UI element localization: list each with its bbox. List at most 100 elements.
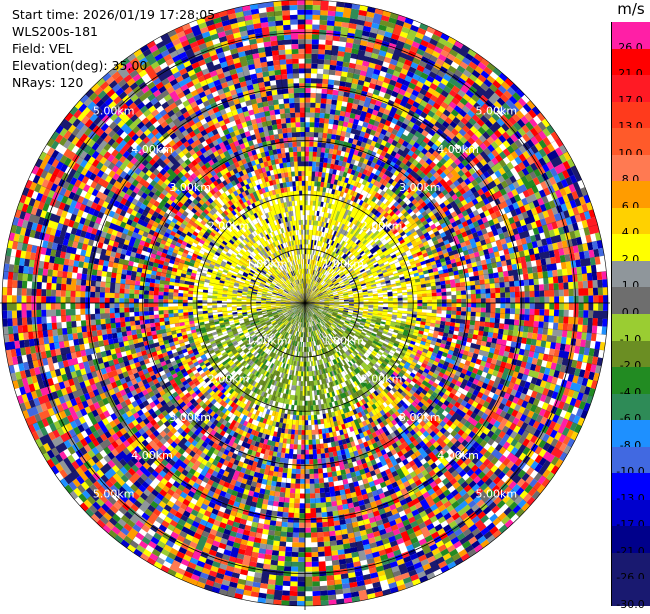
colorbar-cell — [611, 340, 650, 368]
ray-line — [304, 302, 576, 441]
ray-line — [257, 3, 306, 304]
ray-line — [304, 6, 369, 304]
ray-line — [153, 302, 306, 566]
ray-line — [304, 77, 508, 304]
ray-line — [304, 302, 560, 469]
colorbar-cell — [611, 48, 650, 76]
ray-line — [50, 302, 306, 469]
ray-line — [304, 302, 594, 397]
ray-line — [34, 165, 306, 304]
colorbar-cell — [611, 287, 650, 315]
ray-line — [304, 239, 602, 304]
range-ring-label: 4.00km — [437, 143, 479, 156]
ray-line — [304, 302, 384, 596]
ray-line — [304, 302, 414, 586]
ray-line — [69, 112, 306, 304]
ray-line — [3, 271, 306, 304]
ray-line — [114, 302, 306, 539]
ray-line — [211, 14, 306, 304]
range-ring-label: 2.00km — [208, 373, 250, 386]
colorbar-cell — [611, 499, 650, 527]
ray-line — [241, 6, 306, 304]
ray-line — [304, 179, 582, 304]
ray-line — [42, 302, 306, 455]
ray-line — [304, 88, 520, 304]
ray-line — [304, 302, 484, 549]
ray-line — [288, 302, 306, 606]
ray-line — [304, 26, 429, 304]
ray-line — [12, 302, 306, 382]
ray-line — [153, 40, 306, 304]
ray-line — [304, 302, 399, 592]
ray-line — [139, 302, 306, 558]
velocity-ppi-svg: 1.00km 1.00km 1.00km 1.00km 2.00km 2.00km 2.00… — [0, 0, 610, 610]
colorbar-cell — [611, 181, 650, 209]
colorbar-cell — [611, 420, 650, 448]
ray-line — [304, 302, 598, 382]
start-time-text: Start time: 2026/01/19 17:28:05 — [12, 7, 216, 22]
range-ring — [196, 194, 414, 412]
range-rings — [1, 0, 609, 607]
ray-line — [304, 302, 337, 605]
colorbar-cell — [611, 101, 650, 129]
ray-line — [304, 302, 607, 335]
ray-line — [304, 302, 531, 506]
colorbar-cell — [611, 128, 650, 156]
field-text: Field: VEL — [12, 41, 73, 56]
ray-line — [3, 302, 306, 335]
ray-line — [304, 302, 508, 529]
ray-line — [2, 302, 306, 320]
elevation-text: Elevation(deg): 35.00 — [12, 58, 148, 73]
ray-line — [304, 14, 399, 304]
ray-line — [126, 302, 306, 549]
ray-line — [304, 286, 608, 304]
range-ring-label: 3.00km — [399, 181, 441, 194]
range-ring-label: 3.00km — [169, 181, 211, 194]
ray-line — [304, 302, 602, 367]
ray-line — [102, 77, 306, 304]
ray-line — [196, 302, 306, 586]
ray-line — [69, 302, 306, 494]
scan-info: Start time: 2026/01/19 17:28:05 WLS200s-… — [12, 6, 215, 91]
ray-line — [79, 302, 306, 506]
velocity-gate-group — [16, 1, 608, 606]
ray-line — [90, 88, 306, 304]
range-ring-label: 3.00km — [399, 411, 441, 424]
range-ring-label: 1.00km — [323, 258, 365, 271]
ray-line — [28, 179, 306, 304]
colorbar-cell — [611, 579, 650, 607]
range-ring-label: 1.00km — [246, 334, 288, 347]
range-ring-label: 5.00km — [476, 487, 518, 500]
colorbar-cell — [611, 552, 650, 580]
ray-line — [304, 10, 384, 304]
colorbar-cell — [611, 526, 650, 554]
ray-line — [16, 209, 306, 304]
ray-line — [304, 302, 369, 600]
ray-line — [50, 137, 306, 304]
ray-line — [304, 302, 605, 351]
range-ring-label: 4.00km — [437, 449, 479, 462]
ray-line — [8, 239, 306, 304]
ray-line — [167, 32, 306, 304]
colorbar-cell — [611, 260, 650, 288]
ray-line — [304, 124, 551, 304]
colorbar-cell — [611, 22, 650, 50]
ray-line — [257, 302, 306, 603]
velocity-gates — [2, 0, 609, 606]
range-ring-label: 2.00km — [361, 220, 403, 233]
range-ring-label: 1.00km — [323, 334, 365, 347]
range-ring-label: 2.00km — [361, 373, 403, 386]
ray-line — [304, 302, 457, 566]
outer-boundary — [1, 0, 609, 607]
range-ring-label: 4.00km — [131, 143, 173, 156]
ray-line — [304, 255, 605, 304]
ray-line — [304, 67, 496, 304]
range-ring-label: 4.00km — [131, 449, 173, 462]
ray-line — [304, 302, 322, 606]
ray-line — [304, 20, 414, 304]
ray-line — [167, 302, 306, 574]
ray-line — [126, 57, 306, 304]
range-ring-labels: 1.00km 1.00km 1.00km 1.00km 2.00km 2.00km 2.00… — [93, 105, 517, 501]
ray-line — [304, 151, 568, 304]
ray-line — [16, 302, 306, 397]
